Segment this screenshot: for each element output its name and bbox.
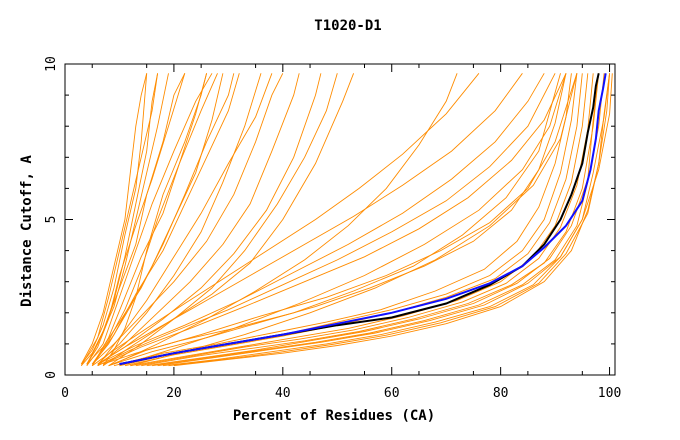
curve-11 <box>91 73 284 365</box>
curve-40 <box>86 73 235 365</box>
x-tick-label: 0 <box>61 386 69 401</box>
curve-30 <box>135 73 594 367</box>
y-tick-label: 0 <box>44 371 59 379</box>
x-tick-label: 80 <box>493 386 509 401</box>
curve-38 <box>168 73 611 367</box>
x-tick-label: 40 <box>275 386 291 401</box>
curve-27 <box>162 73 611 367</box>
curve-22 <box>102 73 561 365</box>
curve-1 <box>80 73 148 365</box>
curve-20 <box>102 73 567 365</box>
curve-36 <box>130 73 578 367</box>
curve-42 <box>91 73 218 365</box>
curve-34 <box>97 73 545 365</box>
curve-9 <box>97 73 262 365</box>
curve-13 <box>97 73 322 365</box>
curve-8 <box>91 73 240 366</box>
curve-14 <box>102 73 355 367</box>
x-tick-label: 100 <box>598 386 621 401</box>
curve-33 <box>108 73 567 367</box>
curve-43 <box>108 73 338 367</box>
curve-37 <box>157 73 613 367</box>
curve-19 <box>97 73 556 367</box>
curve-41 <box>80 73 159 366</box>
y-tick-label: 5 <box>44 216 59 224</box>
x-axis-label: Percent of Residues (CA) <box>233 408 435 424</box>
curve-24 <box>130 73 589 367</box>
curve-5 <box>86 73 186 365</box>
curve-16 <box>80 73 148 365</box>
highlight-curves-layer <box>119 73 607 366</box>
y-axis: 0 5 10 <box>44 56 615 379</box>
curve-31 <box>113 73 572 367</box>
curve-44 <box>113 73 458 365</box>
curve-10 <box>97 73 273 366</box>
x-axis: 0 20 40 60 80 100 <box>61 64 621 401</box>
curve-29 <box>124 73 583 367</box>
curve-12 <box>97 73 300 367</box>
y-tick-label: 10 <box>44 56 59 72</box>
curve-25 <box>141 73 600 367</box>
curve-39 <box>102 73 208 366</box>
curve-18 <box>97 73 523 365</box>
curves-layer <box>80 73 613 367</box>
y-axis-label: Distance Cutoff, A <box>19 155 35 307</box>
curve-15 <box>86 73 213 366</box>
x-tick-label: 20 <box>166 386 182 401</box>
chart-title: T1020-D1 <box>314 18 381 34</box>
curve-17 <box>91 73 480 367</box>
highlight-curve-blue <box>119 73 607 366</box>
curve-35 <box>119 73 567 367</box>
x-tick-label: 60 <box>384 386 400 401</box>
